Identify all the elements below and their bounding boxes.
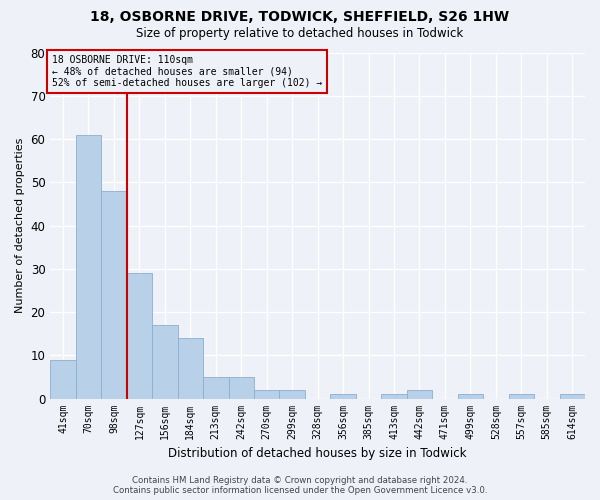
Bar (76, 134, 101, 398)
Text: 18, OSBORNE DRIVE, TODWICK, SHEFFIELD, S26 1HW: 18, OSBORNE DRIVE, TODWICK, SHEFFIELD, S… (91, 10, 509, 24)
Bar (127, 273, 152, 398)
X-axis label: Distribution of detached houses by size in Todwick: Distribution of detached houses by size … (169, 447, 467, 460)
Bar (152, 325, 178, 398)
Bar (101, 191, 127, 398)
Bar (509, 394, 534, 398)
Bar (50, 360, 76, 399)
Bar (382, 394, 407, 398)
Bar (458, 394, 483, 398)
Text: Size of property relative to detached houses in Todwick: Size of property relative to detached ho… (136, 28, 464, 40)
Bar (407, 390, 432, 398)
Bar (280, 390, 305, 398)
Bar (254, 390, 280, 398)
Y-axis label: Number of detached properties: Number of detached properties (15, 138, 25, 313)
Text: Contains HM Land Registry data © Crown copyright and database right 2024.
Contai: Contains HM Land Registry data © Crown c… (113, 476, 487, 495)
Text: 18 OSBORNE DRIVE: 110sqm
← 48% of detached houses are smaller (94)
52% of semi-d: 18 OSBORNE DRIVE: 110sqm ← 48% of detach… (52, 54, 322, 88)
Bar (178, 338, 203, 398)
Bar (331, 394, 356, 398)
Bar (203, 377, 229, 398)
Bar (229, 377, 254, 398)
Bar (560, 394, 585, 398)
